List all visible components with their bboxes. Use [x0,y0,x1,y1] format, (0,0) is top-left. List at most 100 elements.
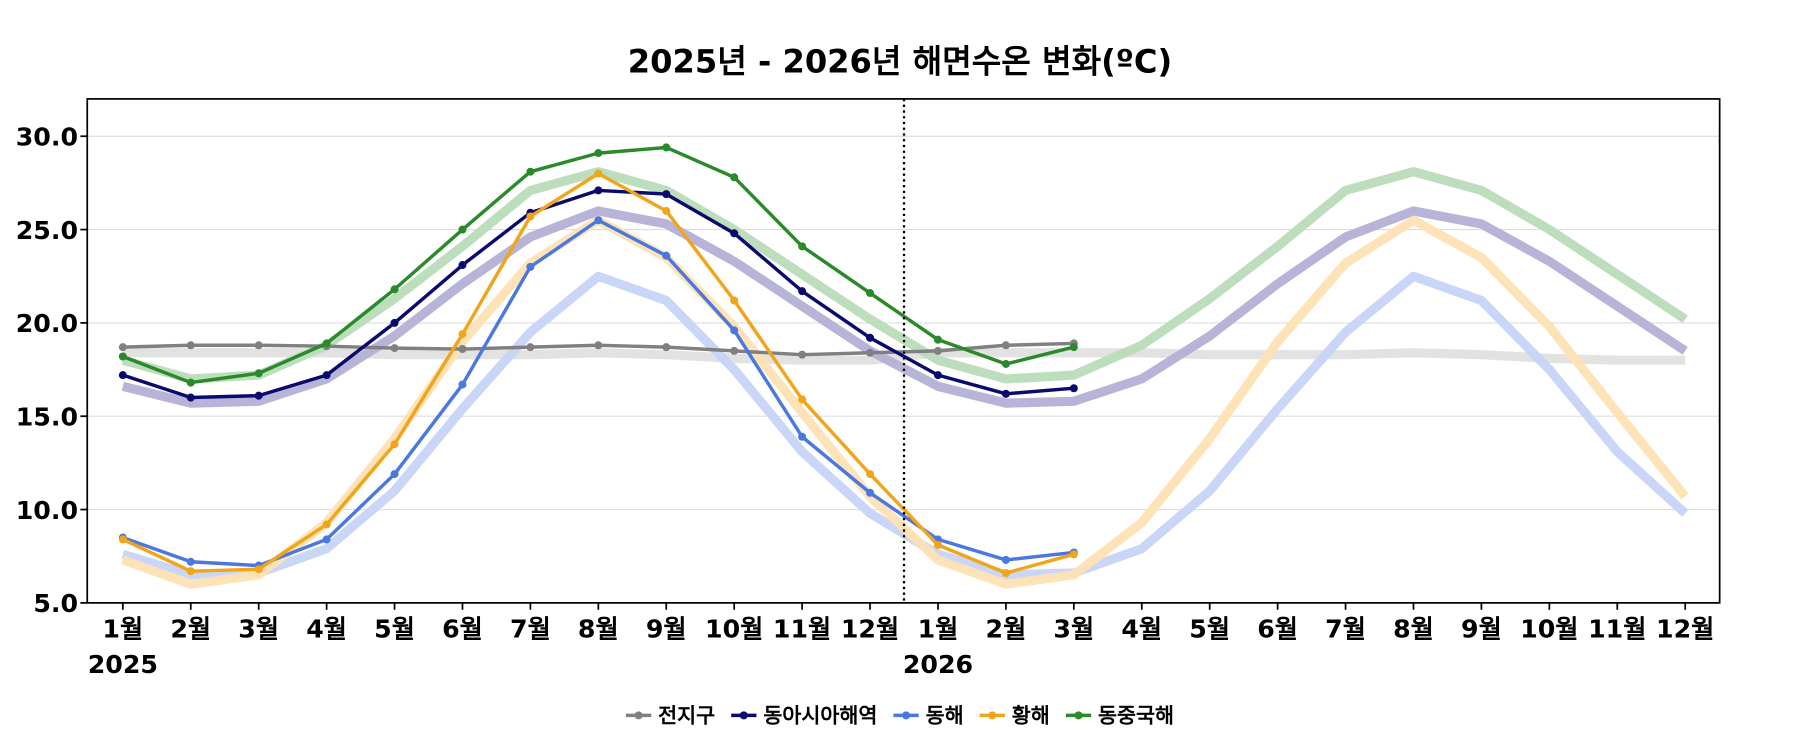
legend-item: 동아시아해역 [731,704,877,728]
series-point [933,371,943,380]
series-point [1069,550,1078,559]
plot-frame [86,98,1721,604]
x-tick-label: 4월 [306,614,347,643]
series-point [798,350,807,359]
legend-label: 동해 [926,704,964,728]
x-tick-label: 7월 [1325,614,1366,643]
legend-dot [1074,711,1083,720]
series-point [594,216,603,225]
x-tick-label: 11월 [773,614,831,643]
reference-line [121,206,1688,408]
series-point [186,378,195,387]
series-point [933,335,943,344]
series-point [390,285,399,294]
series-point [526,262,535,271]
x-tick-label: 9월 [646,614,687,643]
x-tick-label: 5월 [1189,614,1230,643]
x-tick-label: 5월 [374,614,415,643]
x-tick-label: 10월 [1520,614,1578,643]
series-point [1001,389,1010,398]
series-point [594,341,603,350]
series-point [866,470,875,479]
series-point [118,371,127,380]
series-point [390,440,399,449]
series-point [866,289,875,298]
series-point [594,186,603,195]
x-tick-label: 1월 [102,614,143,643]
series-point [866,348,875,357]
series-point [662,251,671,260]
reference-line [121,167,1688,384]
series-point [866,488,875,497]
y-tick-label: 20.0 [16,309,78,338]
x-tick-label: 6월 [442,614,483,643]
series-point [526,167,535,176]
series-point [1001,555,1010,564]
series-point [254,391,263,400]
x-tick-label: 2월 [170,614,211,643]
x-tick-label: 3월 [238,614,279,643]
series-point [662,143,671,152]
series-point [662,206,671,215]
series-point [594,149,603,158]
x-tick-label: 4월 [1121,614,1162,643]
series-point [118,535,127,544]
series-point [186,393,195,402]
x-tick-label: 6월 [1257,614,1298,643]
series-point [254,565,263,574]
x-tick-label: 8월 [1393,614,1434,643]
legend-label: 동중국해 [1098,704,1174,728]
series-point [322,371,331,380]
series-point [254,369,263,378]
legend-dot [739,711,748,720]
series-point [730,229,739,238]
legend-item: 동해 [893,704,964,728]
series-point [458,261,467,270]
series-point [390,470,399,479]
series-point [526,212,535,221]
series-point [798,395,807,404]
y-tick-label: 10.0 [16,496,78,525]
year-label: 2026 [903,650,973,679]
legend-label: 황해 [1012,704,1050,728]
year-label: 2025 [88,650,158,679]
series-point [186,557,195,566]
legend-label: 동아시아해역 [763,704,877,728]
legend-item: 동중국해 [1065,704,1174,728]
x-tick-label: 1월 [918,614,959,643]
series-point [322,339,331,348]
series-point [1001,341,1010,350]
series-point [933,346,943,355]
x-tick-label: 8월 [578,614,619,643]
series-point [1069,343,1078,352]
series-point [458,345,467,354]
x-tick-label: 12월 [1656,614,1714,643]
series-point [662,190,671,199]
series-point [254,341,263,350]
x-tick-label: 10월 [705,614,763,643]
y-tick-label: 5.0 [33,589,78,618]
series-point [186,567,195,576]
series-point [933,540,943,550]
series-point [798,432,807,441]
x-tick-label: 9월 [1461,614,1502,643]
x-tick-label: 3월 [1053,614,1094,643]
legend-item: 전지구 [625,704,715,728]
y-tick-label: 15.0 [16,403,78,432]
series-point [730,173,739,182]
series-point [662,343,671,352]
series-point [186,341,195,350]
series-point [118,343,127,352]
series-point [730,296,739,305]
y-tick-label: 30.0 [16,123,78,152]
legend-dot [634,711,643,720]
x-tick-label: 11월 [1588,614,1646,643]
series-point [866,333,875,342]
series-point [458,380,467,389]
series-point [1001,568,1010,578]
legend-dot [902,711,911,720]
series-point [1069,384,1078,393]
legend-dot [988,711,997,720]
